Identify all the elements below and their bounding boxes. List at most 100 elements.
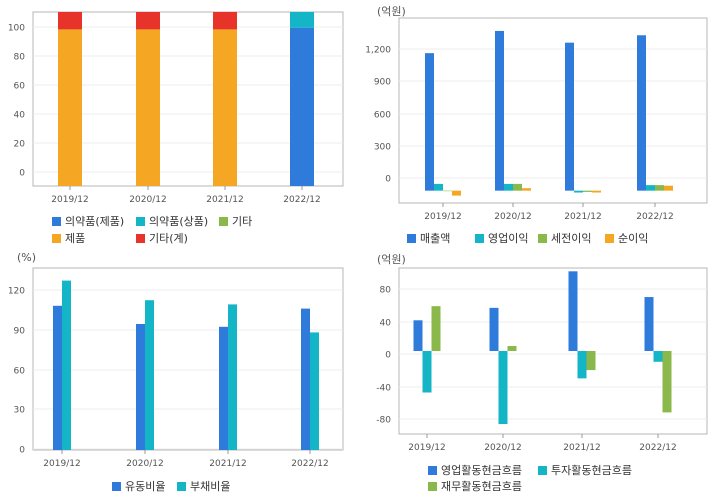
legend-label: 제품 [65,232,86,245]
y-tick-label: 40 [380,319,392,329]
y-tick-label: 300 [374,143,391,153]
chart-unit-label: (억원) [377,5,406,18]
legend-label: 매출액 [420,232,451,245]
bar [646,185,655,191]
legend-item: 의약품(제품) [52,213,124,229]
legend-item: 제품 [52,230,85,246]
y-tick-label: 60 [14,367,26,377]
legend-swatch [428,481,437,491]
y-tick-label: 80 [14,53,26,63]
x-tick-label: 2019/12 [408,443,445,453]
x-tick-label: 2020/12 [126,459,163,469]
plot-frame [398,17,708,204]
product-mix-chart: 0 20 40 60 80 100 2019/12 2020/12 2021/12 2022/12… [0,0,360,248]
legend-swatch [52,216,61,226]
plot-frame [32,267,344,451]
bar [565,42,574,191]
legend-swatch [136,216,145,226]
y-tick-label: 100 [8,24,25,34]
bar [664,185,673,191]
legend-item: 유동비율 [112,478,165,494]
x-tick-label: 2019/12 [43,459,80,469]
bar [425,53,434,191]
legend-item: 기타 [219,213,252,229]
legend-label: 세전이익 [551,232,592,245]
legend-label: 영업이익 [488,232,529,245]
bar [568,271,578,351]
bar [228,304,237,450]
bar [62,280,71,450]
legend-item: 의약품(상품) [136,213,208,229]
legend-swatch [219,216,228,226]
legend-label: 의약품(상품) [149,215,209,228]
bar [290,27,314,186]
bar [637,35,646,191]
y-tick-label: 0 [19,446,25,456]
chart-svg: 0 20 40 60 80 100 2019/12 2020/12 2021/12 2022/12 [8,11,344,205]
legend-item: 부채비율 [177,478,230,494]
legend-label: 유동비율 [125,480,166,493]
legend-label: 기타 [232,215,253,228]
legend-item: 영업활동현금흐름 [428,462,522,478]
bar [58,12,82,30]
x-tick-label: 2022/12 [291,459,328,469]
bar [655,185,664,191]
legend-label: 부채비율 [190,480,231,493]
y-tick-label: 120 [8,287,25,297]
bar [434,183,443,191]
legend-swatch [136,233,145,243]
x-tick-label: 2020/12 [484,443,521,453]
x-tick-label: 2019/12 [424,212,461,222]
y-tick-label: -40 [376,384,391,394]
bar [422,351,432,393]
legend-item: 재무활동현금흐름 [428,478,522,494]
legend-item: 투자활동현금흐름 [538,462,632,478]
bar [495,30,504,191]
legend-label: 투자활동현금흐름 [551,464,632,477]
bar [301,308,310,450]
bar [136,324,145,450]
y-tick-label: 40 [14,111,26,121]
legend-swatch [407,233,416,243]
bar [522,188,531,191]
legend-swatch [605,233,614,243]
bar [592,190,601,193]
bar [507,346,517,351]
bar [136,12,160,30]
chart-svg: 0 30 60 90 120 2019/12 2020/12 2021/12 2022/12 [8,267,344,469]
bar [53,305,62,450]
bar [310,332,319,450]
x-tick-label: 2019/12 [51,195,88,205]
ratio-chart: (%) 0 30 60 90 120 2019/12 2020/12 2021/12 2022/… [0,248,360,496]
bar [513,183,522,191]
x-tick-label: 2021/12 [209,459,246,469]
legend-swatch [538,233,547,243]
y-tick-label: 60 [14,82,26,92]
x-tick-label: 2021/12 [563,443,600,453]
legend-item: 순이익 [605,230,648,246]
y-tick-label: 30 [14,406,26,416]
x-tick-label: 2022/12 [283,195,320,205]
bar [489,307,499,351]
legend-swatch [112,481,121,491]
legend-label: 기타(계) [149,232,188,245]
bar [145,300,154,450]
legend-swatch [428,465,437,475]
legend-swatch [177,481,186,491]
legend-swatch [475,233,484,243]
x-tick-label: 2022/12 [636,212,673,222]
legend-item: 영업이익 [475,230,528,246]
bar [653,351,663,362]
bar [413,320,423,351]
legend-label: 영업활동현금흐름 [441,464,522,477]
x-tick-label: 2021/12 [564,212,601,222]
bar [498,351,508,425]
y-tick-label: 1,200 [365,46,391,56]
bar [577,351,587,379]
chart-unit-label: (%) [17,251,37,264]
legend-item: 세전이익 [538,230,591,246]
bar [213,29,237,187]
x-tick-label: 2022/12 [639,443,676,453]
legend-item: 기타(계) [136,230,188,246]
y-tick-label: 600 [374,111,391,121]
